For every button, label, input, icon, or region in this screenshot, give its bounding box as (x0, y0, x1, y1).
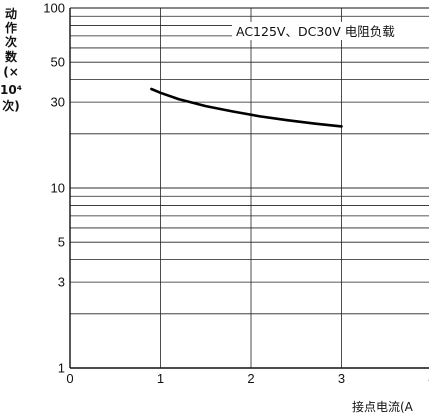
x-tick-labels: 01234 (66, 371, 429, 386)
x-tick-label: 2 (247, 371, 254, 386)
series (150, 87, 343, 128)
y-tick-labels: 100 50 30 10 5 3 1 (43, 1, 65, 376)
axes (69, 7, 429, 369)
y-label-char: (× (3, 65, 19, 79)
y-label-char: 次 (5, 34, 17, 49)
y-tick-label: 100 (43, 1, 65, 16)
y-tick-label: 30 (51, 95, 65, 110)
y-tick-label: 50 (51, 55, 65, 70)
x-axis-label: 接点电流(A (352, 399, 414, 414)
y-tick-label: 5 (58, 235, 65, 250)
y-label-char: 数 (5, 49, 18, 64)
y-label-char: 动 (5, 7, 17, 21)
annotation-background (232, 22, 429, 40)
y-tick-label: 3 (58, 275, 65, 290)
x-tick-label: 3 (338, 371, 345, 386)
x-tick-label: 0 (66, 371, 73, 386)
y-label-char: 次) (2, 98, 20, 113)
y-tick-label: 1 (58, 361, 65, 376)
grid (70, 7, 429, 369)
annotation: AC125V、DC30V 电阻负载 (236, 24, 395, 39)
y-label-char: 10⁴ (0, 83, 22, 97)
y-label-char: 作 (5, 20, 17, 35)
x-tick-label: 1 (157, 371, 164, 386)
y-tick-label: 10 (51, 181, 65, 196)
series-line (150, 87, 343, 128)
